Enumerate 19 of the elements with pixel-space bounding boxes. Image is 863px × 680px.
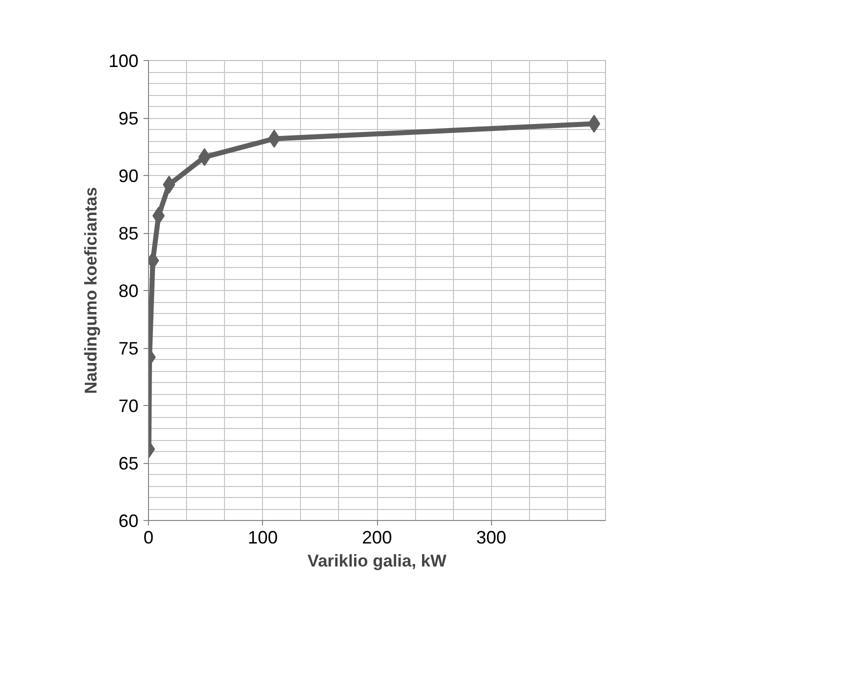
x-axis-title: Variklio galia, kW <box>308 552 448 570</box>
y-axis-title: Naudingumo koeficiantas <box>81 187 100 394</box>
y-tick-label: 80 <box>118 281 139 301</box>
y-tick-label: 75 <box>118 338 139 358</box>
x-tick-label: 300 <box>476 528 506 548</box>
y-tick-label: 100 <box>108 51 139 71</box>
y-tick-label: 90 <box>118 166 139 186</box>
point <box>152 206 165 225</box>
y-tick-label: 65 <box>118 454 139 474</box>
x-tick-label: 100 <box>248 528 278 548</box>
y-tick-label: 85 <box>118 224 139 244</box>
x-tick-label: 0 <box>143 528 154 548</box>
x-tick-label: 200 <box>362 528 392 548</box>
point <box>162 176 176 194</box>
point <box>198 148 211 166</box>
y-tick-label: 95 <box>118 108 139 128</box>
y-tick-label: 70 <box>118 396 139 416</box>
y-tick-label: 60 <box>118 511 139 531</box>
point <box>588 114 600 133</box>
